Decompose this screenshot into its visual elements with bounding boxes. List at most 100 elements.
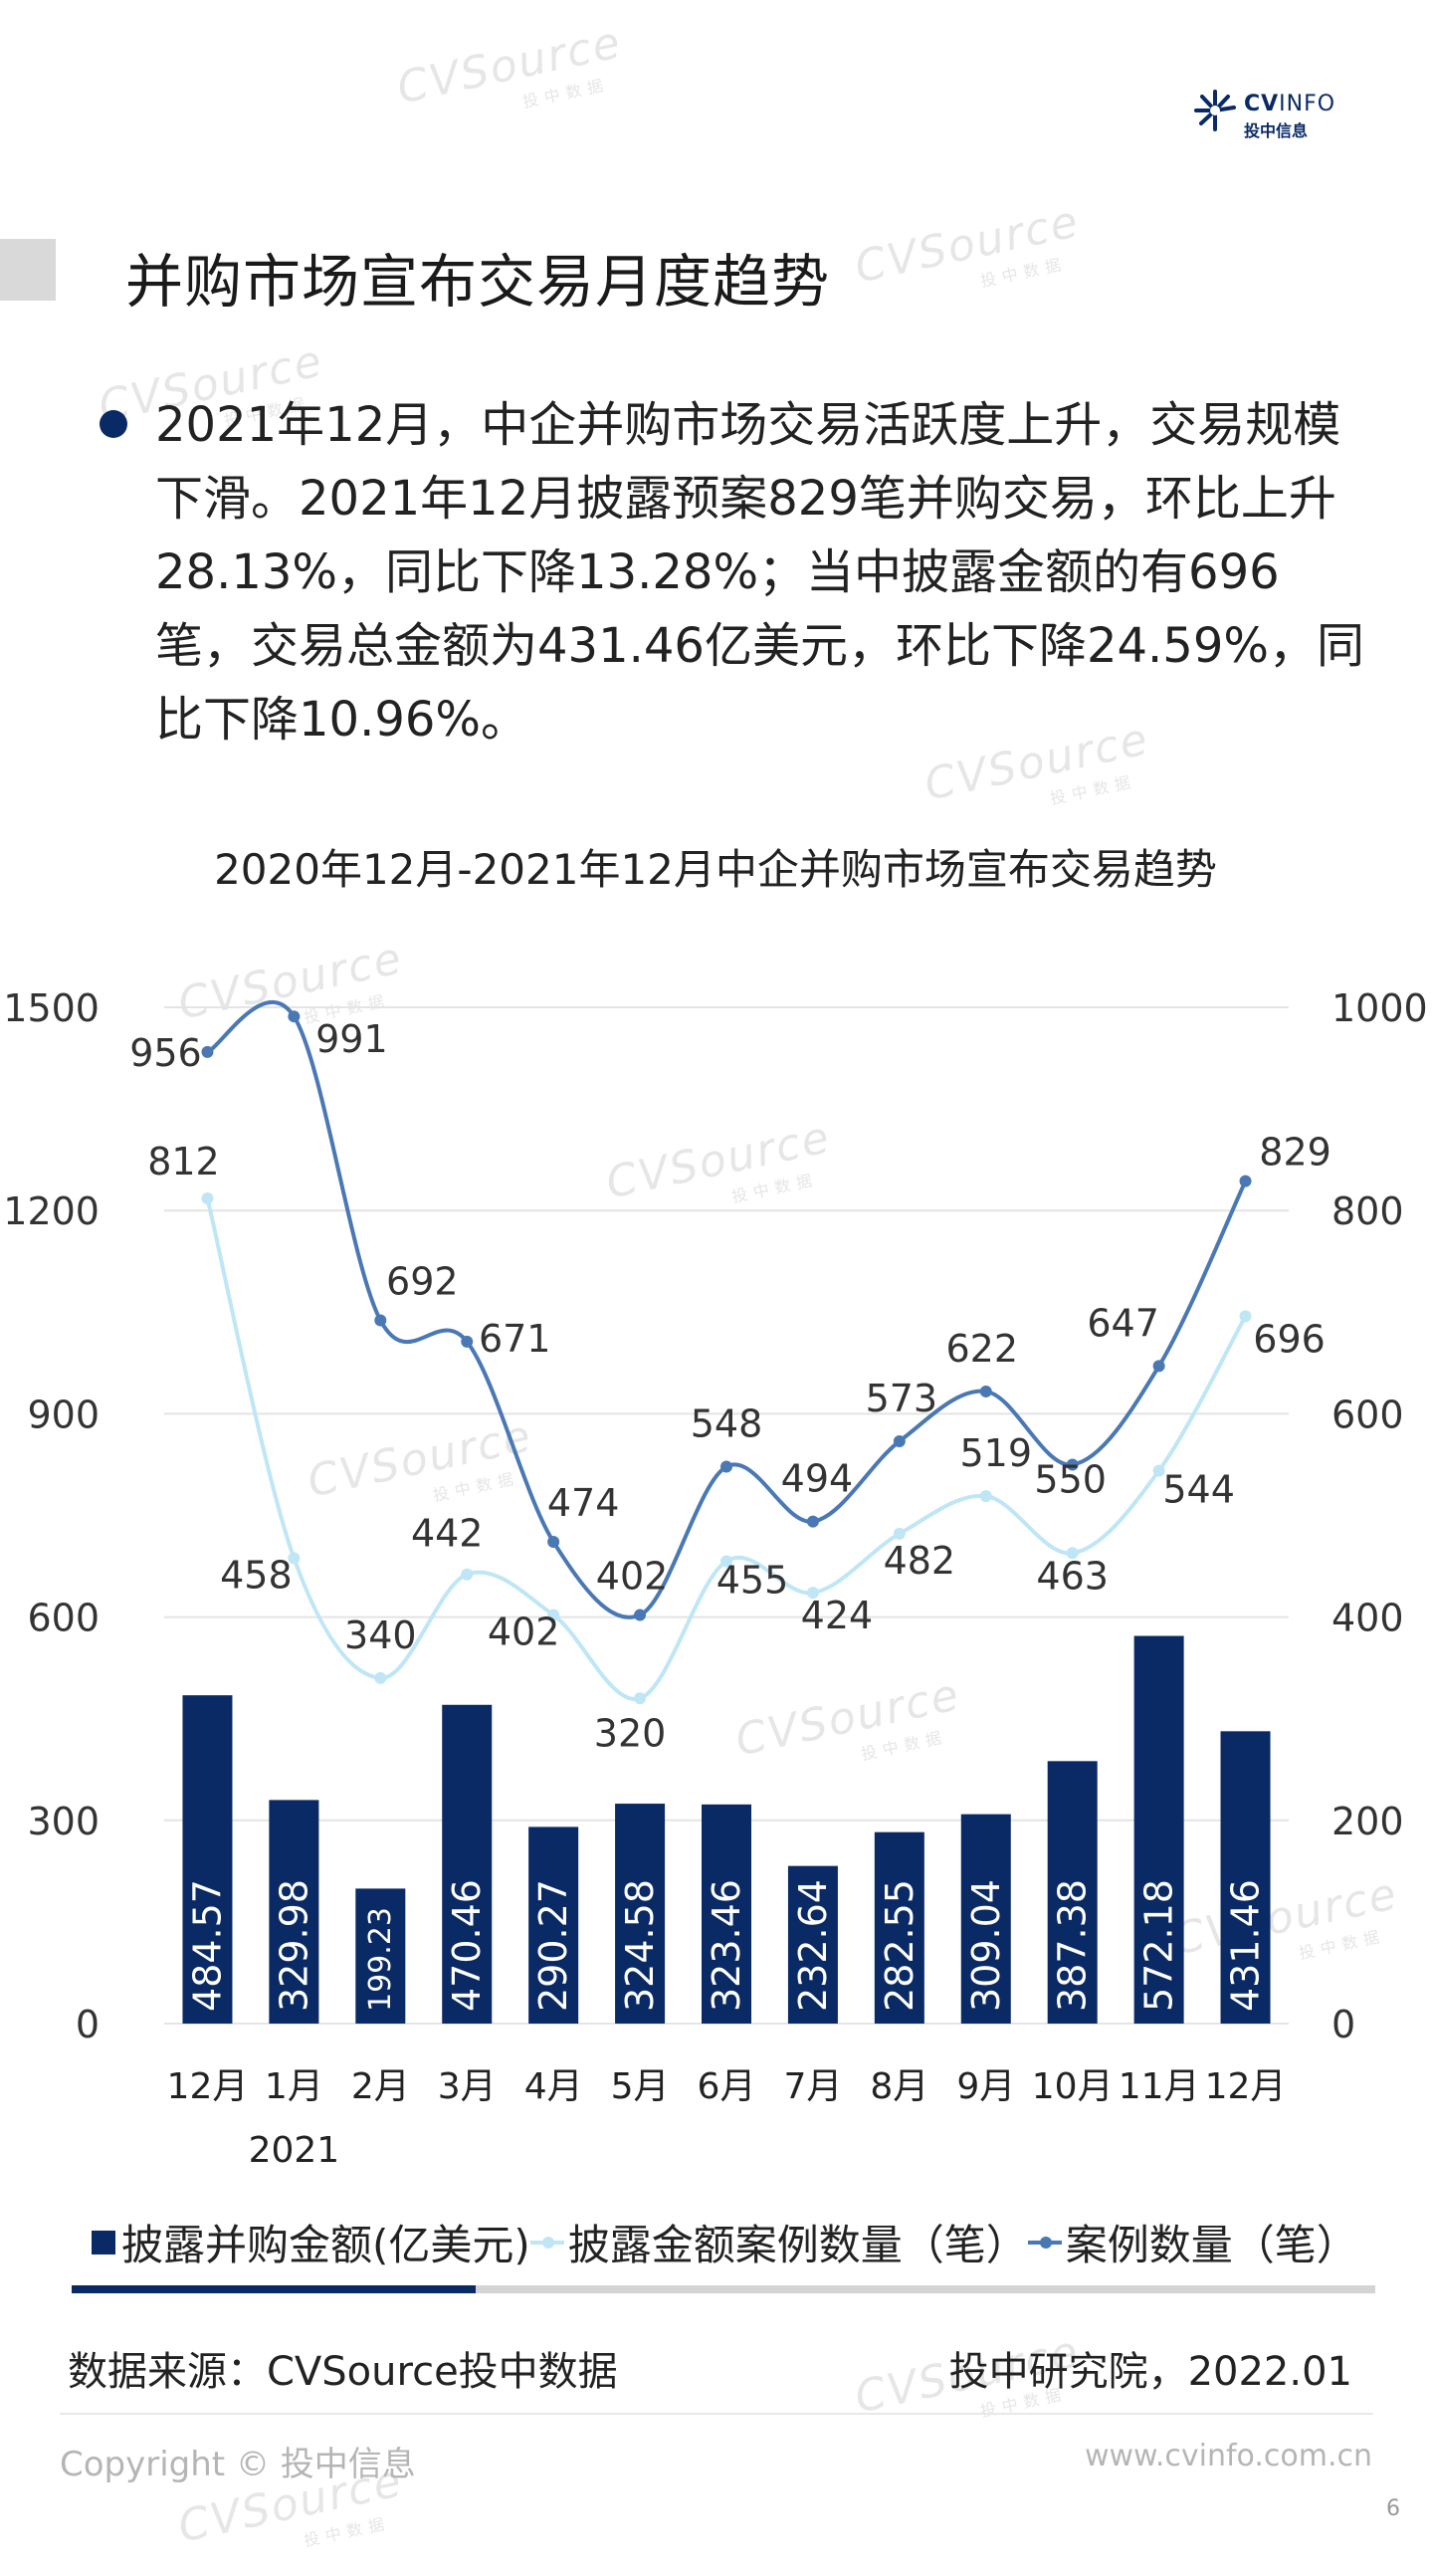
series-point-disclosed-count xyxy=(979,1490,992,1503)
bar xyxy=(702,1804,751,2024)
data-label-case-count: 573 xyxy=(866,1377,938,1420)
bar-value-label: 232.64 xyxy=(791,1879,835,2012)
series-point-disclosed-count xyxy=(1066,1547,1079,1560)
data-label-disclosed-count: 442 xyxy=(411,1512,484,1556)
legend-bar-swatch xyxy=(92,2230,115,2254)
series-point-case-count xyxy=(374,1314,387,1327)
data-label-case-count: 956 xyxy=(129,1031,202,1075)
data-label-case-count: 671 xyxy=(479,1317,551,1361)
y-right-tick-label: 600 xyxy=(1331,1393,1404,1436)
legend-label: 披露金额案例数量（笔） xyxy=(567,2221,1028,2269)
series-point-disclosed-count xyxy=(806,1587,819,1600)
bar-value-label: 572.18 xyxy=(1137,1879,1181,2012)
series-point-disclosed-count xyxy=(634,1692,647,1705)
series-point-disclosed-count xyxy=(201,1191,214,1204)
series-point-disclosed-count xyxy=(1152,1464,1165,1477)
data-label-disclosed-count: 696 xyxy=(1253,1317,1326,1361)
series-point-case-count xyxy=(1152,1360,1165,1373)
series-point-case-count xyxy=(893,1434,906,1447)
org-date: 投中研究院，2022.01 xyxy=(948,2349,1352,2395)
x-tick-label: 9月 xyxy=(956,2066,1015,2107)
x-tick-label: 10月 xyxy=(1032,2066,1114,2107)
x-tick-label: 7月 xyxy=(783,2066,842,2107)
title-accent-bar xyxy=(0,239,56,301)
x-year-label: 2021 xyxy=(249,2130,340,2171)
bar xyxy=(1047,1761,1098,2024)
series-point-case-count xyxy=(1239,1175,1252,1187)
data-label-disclosed-count: 402 xyxy=(488,1610,560,1654)
y-right-tick-label: 1000 xyxy=(1331,986,1428,1030)
data-label-disclosed-count: 340 xyxy=(344,1613,417,1657)
bar-value-label: 431.46 xyxy=(1224,1879,1268,2012)
website-link[interactable]: www.cvinfo.com.cn xyxy=(1084,2439,1372,2473)
bar xyxy=(355,1888,406,2024)
series-point-disclosed-count xyxy=(1239,1310,1252,1323)
bar xyxy=(1133,1635,1184,2024)
y-left-tick-label: 600 xyxy=(27,1597,100,1640)
logo-wordmark: CVINFO xyxy=(1244,92,1336,116)
burst-logo-icon xyxy=(1194,90,1236,131)
data-label-disclosed-count: 458 xyxy=(220,1553,293,1597)
bar xyxy=(528,1826,579,2024)
y-right-tick-label: 400 xyxy=(1331,1597,1404,1640)
watermark: CVSource 投中数据 xyxy=(392,17,627,114)
bar xyxy=(960,1814,1011,2024)
data-label-case-count: 474 xyxy=(547,1481,620,1525)
bar-value-label: 199.23 xyxy=(363,1907,398,2012)
data-label-case-count: 494 xyxy=(781,1457,854,1501)
bar-value-label: 309.04 xyxy=(964,1879,1008,2012)
data-label-case-count: 550 xyxy=(1034,1457,1107,1501)
footer-divider xyxy=(60,2413,1373,2415)
legend-line-swatch xyxy=(1027,2236,1062,2249)
y-left-tick-label: 1500 xyxy=(3,986,100,1030)
summary-text: 2021年12月，中企并购市场交易活跃度上升，交易规模下滑。2021年12月披露… xyxy=(155,397,1364,748)
series-point-case-count xyxy=(288,1010,301,1023)
x-tick-label: 8月 xyxy=(870,2066,928,2107)
x-tick-label: 12月 xyxy=(1205,2066,1287,2107)
bar xyxy=(442,1704,493,2024)
series-point-disclosed-count xyxy=(374,1671,387,1684)
x-tick-label: 2月 xyxy=(351,2066,410,2107)
data-label-case-count: 622 xyxy=(946,1327,1019,1371)
bar-value-label: 329.98 xyxy=(272,1879,315,2012)
bar-value-label: 470.46 xyxy=(445,1879,489,2012)
series-point-disclosed-count xyxy=(461,1568,474,1581)
bar-value-label: 324.58 xyxy=(618,1879,662,2012)
data-source: 数据来源：CVSource投中数据 xyxy=(68,2349,618,2395)
legend-item-case-count: 案例数量（笔） xyxy=(1027,2212,1358,2272)
series-point-case-count xyxy=(806,1515,819,1528)
bar-value-label: 290.27 xyxy=(531,1879,575,2012)
page-title: 并购市场宣布交易月度趋势 xyxy=(125,248,831,316)
bar xyxy=(269,1800,319,2024)
data-label-disclosed-count: 482 xyxy=(884,1539,956,1583)
chart-title: 2020年12月-2021年12月中企并购市场宣布交易趋势 xyxy=(214,846,1217,894)
bar xyxy=(615,1804,666,2024)
bar xyxy=(182,1695,233,2024)
data-label-disclosed-count: 424 xyxy=(801,1594,874,1637)
data-label-case-count: 647 xyxy=(1087,1301,1159,1345)
legend-progress-bar xyxy=(72,2285,1375,2293)
legend-label: 案例数量（笔） xyxy=(1065,2221,1358,2269)
data-label-disclosed-count: 320 xyxy=(594,1711,667,1755)
series-point-case-count xyxy=(1066,1458,1079,1471)
y-left-tick-label: 0 xyxy=(76,2003,100,2046)
data-label-case-count: 548 xyxy=(691,1401,763,1445)
brand-logo: CVINFO 投中信息 xyxy=(1192,88,1351,140)
bar-value-label: 484.57 xyxy=(185,1879,229,2012)
legend-line-swatch xyxy=(529,2236,564,2249)
data-label-case-count: 692 xyxy=(386,1259,459,1303)
series-point-disclosed-count xyxy=(288,1552,301,1565)
trend-chart: 2020年12月-2021年12月中企并购市场宣布交易趋势 0 0 300 200 600… xyxy=(3,846,1428,2171)
data-label-case-count: 991 xyxy=(315,1017,388,1061)
x-tick-label: 3月 xyxy=(438,2066,497,2107)
data-label-case-count: 402 xyxy=(596,1555,669,1599)
bar xyxy=(874,1831,924,2024)
legend-item-amount: 披露并购金额(亿美元) xyxy=(92,2212,530,2272)
bullet-dot xyxy=(100,410,127,438)
series-point-case-count xyxy=(461,1335,474,1348)
y-right-tick-label: 800 xyxy=(1331,1189,1404,1233)
y-left-tick-label: 300 xyxy=(27,1800,100,1843)
series-point-disclosed-count xyxy=(720,1555,732,1568)
series-point-disclosed-count xyxy=(547,1609,560,1621)
legend-progress-fill xyxy=(72,2285,477,2293)
